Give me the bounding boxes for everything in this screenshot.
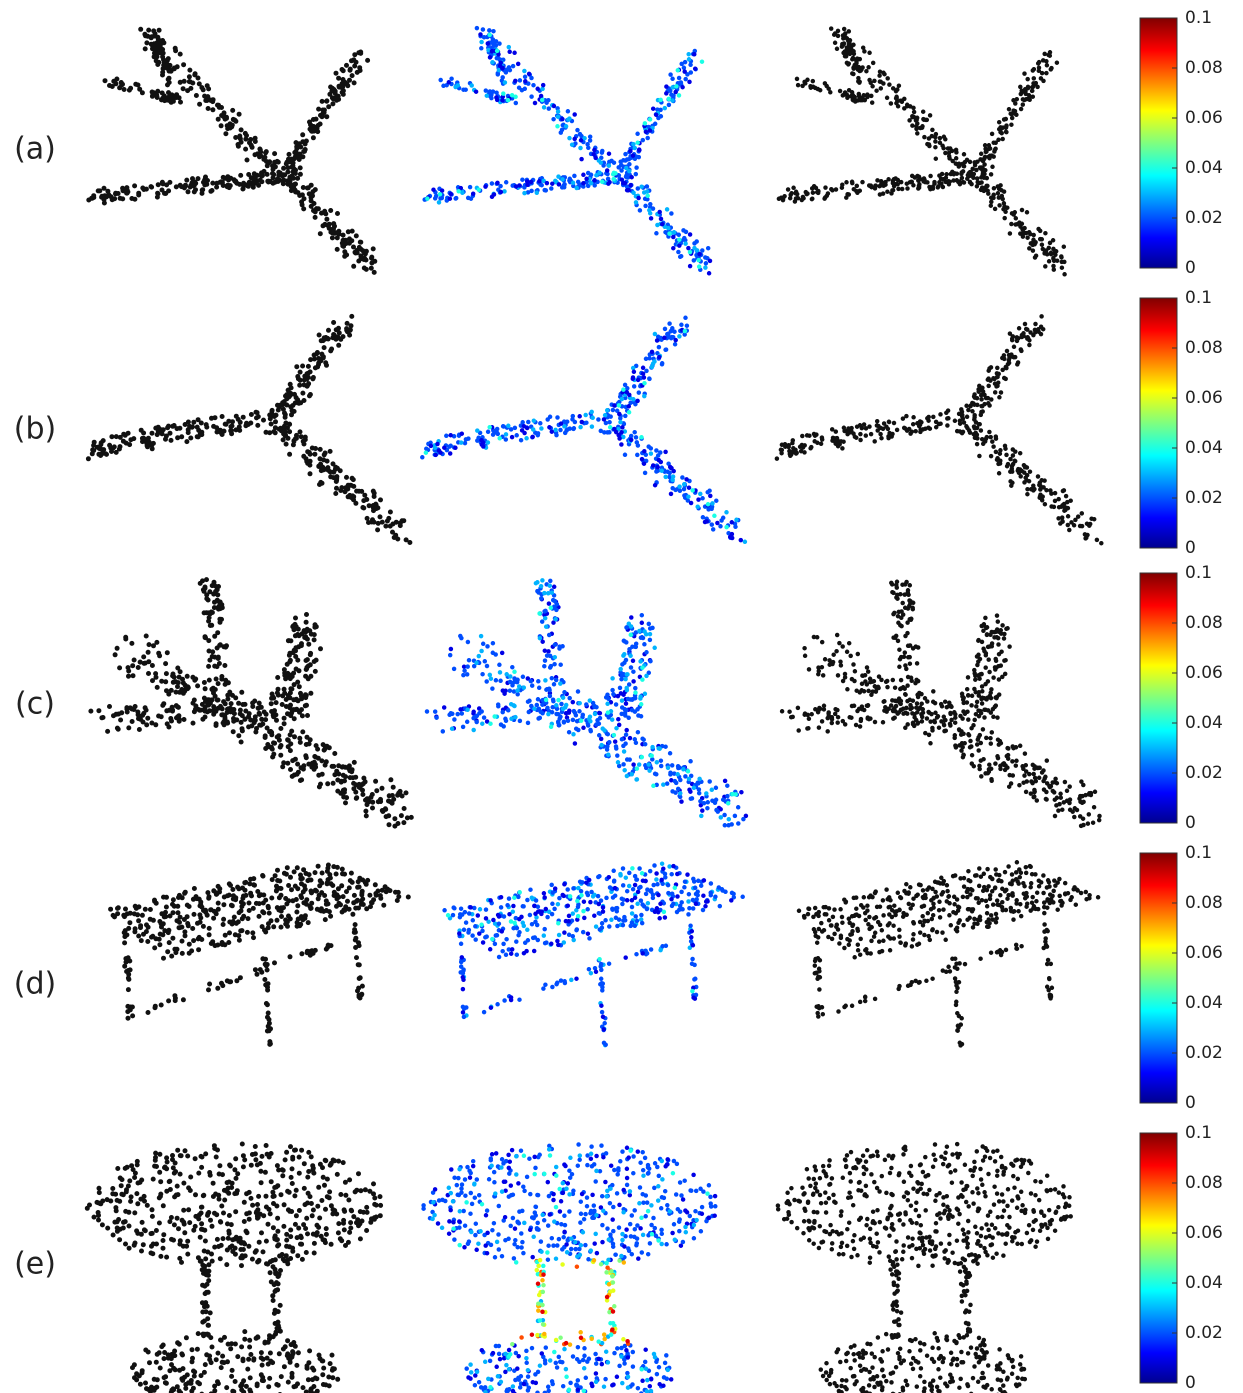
colorbar: [1139, 1132, 1178, 1384]
tick-label: 0: [1185, 1373, 1196, 1393]
point-cloud: [796, 860, 1101, 1048]
tick-label: 0: [1185, 813, 1196, 833]
tick-label: 0.08: [1185, 338, 1223, 358]
point-cloud-colored: [442, 863, 745, 1047]
point-cloud: [108, 862, 411, 1047]
point-cloud: [84, 1141, 384, 1393]
point-cloud-colored: [449, 578, 734, 822]
tick-label: 0.06: [1185, 1223, 1223, 1243]
point-cloud: [779, 579, 1102, 829]
tick-label: 0.02: [1185, 1043, 1223, 1063]
point-cloud-colored: [445, 866, 695, 994]
tick-label: 0.1: [1185, 843, 1212, 863]
tick-label: 0.04: [1185, 993, 1223, 1013]
point-cloud: [775, 1141, 1073, 1393]
point-cloud-colored: [457, 863, 734, 1032]
colorbar: [1139, 297, 1178, 549]
tick-label: 0.08: [1185, 58, 1223, 78]
point-cloud-colored: [422, 25, 711, 273]
tick-label: 0.1: [1185, 288, 1212, 308]
tick-label: 0.1: [1185, 1123, 1212, 1143]
tick-label: 0.08: [1185, 613, 1223, 633]
tick-label: 0.04: [1185, 713, 1223, 733]
tick-label: 0.06: [1185, 108, 1223, 128]
tick-label: 0.08: [1185, 1173, 1223, 1193]
point-cloud: [86, 26, 378, 275]
colorbar: [1139, 852, 1178, 1104]
tick-label: 0: [1185, 1093, 1196, 1113]
point-cloud-colored: [421, 1142, 718, 1393]
row-label: (d): [14, 967, 56, 1002]
point-cloud-colored: [428, 327, 744, 543]
row-label: (a): [14, 132, 56, 167]
colorbar: [1139, 572, 1178, 824]
point-cloud: [774, 314, 1104, 546]
tick-label: 0.02: [1185, 1323, 1223, 1343]
point-cloud: [85, 313, 413, 545]
tick-label: 0.02: [1185, 488, 1223, 508]
tick-label: 0.04: [1185, 438, 1223, 458]
tick-label: 0.1: [1185, 8, 1212, 28]
point-cloud-colored: [432, 331, 748, 545]
tick-label: 0.04: [1185, 1273, 1223, 1293]
point-cloud-colored: [430, 1147, 699, 1393]
tick-label: 0.08: [1185, 893, 1223, 913]
row-label: (e): [14, 1247, 56, 1282]
colorbar: [1139, 17, 1178, 269]
point-cloud-colored: [529, 1272, 630, 1346]
point-cloud-colored: [425, 32, 705, 269]
tick-label: 0.02: [1185, 208, 1223, 228]
point-cloud-colored: [447, 861, 721, 1048]
tick-label: 0.06: [1185, 663, 1223, 683]
tick-label: 0.04: [1185, 158, 1223, 178]
row-label: (b): [14, 412, 56, 447]
tick-label: 0: [1185, 258, 1196, 278]
row-label: (c): [15, 687, 55, 722]
tick-label: 0.1: [1185, 563, 1212, 583]
point-cloud-colored: [423, 328, 729, 530]
point-cloud: [88, 577, 414, 829]
tick-label: 0: [1185, 538, 1196, 558]
tick-label: 0.06: [1185, 388, 1223, 408]
point-cloud-colored: [535, 1258, 627, 1347]
point-cloud: [776, 26, 1067, 277]
tick-label: 0.06: [1185, 943, 1223, 963]
point-cloud-colored: [510, 1258, 622, 1347]
tick-label: 0.02: [1185, 763, 1223, 783]
point-cloud-colored: [488, 605, 738, 806]
